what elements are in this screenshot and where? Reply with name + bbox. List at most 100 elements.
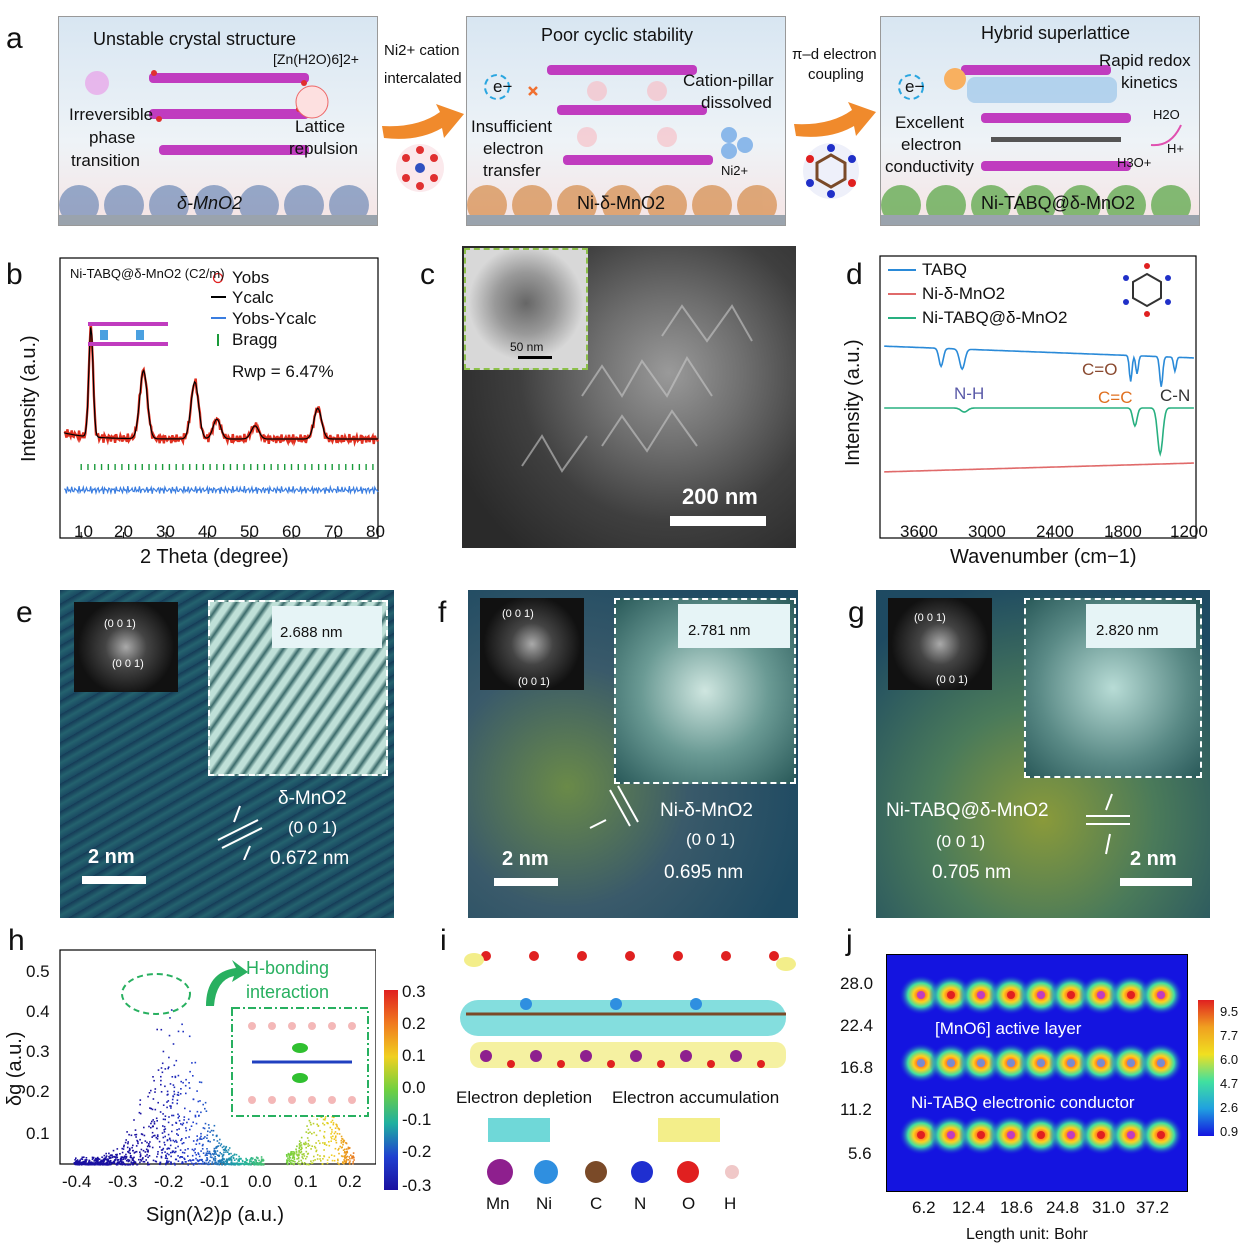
a3-h2o: H2O <box>1153 107 1180 122</box>
a-arrow-2 <box>794 102 876 137</box>
h-ytick: 0.1 <box>26 1124 50 1143</box>
a-arrow2-label-1: π–d electron <box>792 46 877 63</box>
b-xtick: 60 <box>282 522 301 541</box>
i-atom-c: C <box>590 1194 603 1213</box>
g-filtered-inset: 2.820 nm <box>1024 598 1202 778</box>
b-xtick: 40 <box>198 522 217 541</box>
a-scheme-panel-3: Hybrid superlattice e− Rapid redox kinet… <box>880 16 1200 226</box>
a-arrow1-label-2: intercalated <box>384 70 462 87</box>
g-fft-label-2: (0 0 1) <box>936 674 968 686</box>
a3-left-1: Excellent <box>895 113 964 132</box>
h-colorbar <box>384 990 398 1190</box>
panel-label-i: i <box>440 924 447 957</box>
h-ylabel: δg (a.u.) <box>4 1031 26 1107</box>
f-plane: (0 0 1) <box>686 830 736 849</box>
f-filtered-inset: 2.781 nm <box>614 598 796 784</box>
a3-base: Ni-TABQ@δ-MnO2 <box>981 193 1135 213</box>
panel-label-f: f <box>438 596 447 629</box>
d-ann-nh: N-H <box>954 384 985 403</box>
g-profile-box: 2.820 nm <box>1086 604 1196 648</box>
panel-label-e: e <box>16 596 33 629</box>
h-rdg-scatter <box>59 949 376 1166</box>
a-tabq-molecule-icon <box>803 143 859 199</box>
i-atom-legend <box>487 1159 739 1185</box>
g-profile-distance: 2.820 nm <box>1096 622 1159 639</box>
a-arrow1-label-1: Ni2+ cation <box>384 42 460 59</box>
b-yobs-series <box>63 322 380 447</box>
g-fft-inset: (0 0 1) (0 0 1) <box>888 598 992 690</box>
a3-title: Hybrid superlattice <box>981 23 1131 43</box>
h-ytick: 0.4 <box>26 1002 50 1021</box>
b-diff-series <box>64 484 379 496</box>
a3-e-label: e− <box>905 77 925 96</box>
e-hrtem-image: (0 0 1) (0 0 1) 2.688 nm δ-MnO2 (0 0 1) … <box>60 590 394 918</box>
c-sem-image: 50 nm 200 nm <box>462 246 796 548</box>
a-arrow2-label-2: coupling <box>808 66 864 83</box>
panel-label-c: c <box>420 258 435 291</box>
f-fft-label-2: (0 0 1) <box>518 676 550 688</box>
j-label-active-layer: [MnO6] active layer <box>935 1019 1082 1038</box>
h-xtick: -0.1 <box>200 1172 230 1191</box>
g-scale-bar <box>1120 878 1192 886</box>
panel-label-b: b <box>6 258 23 291</box>
a3-h3o: H3O+ <box>1117 155 1152 170</box>
a2-ni-label: Ni2+ <box>721 163 749 178</box>
h-xtick: -0.3 <box>108 1172 138 1191</box>
a1-right-1: Lattice <box>295 117 346 136</box>
j-ytick: 16.8 <box>840 1058 874 1077</box>
d-ftir-plot <box>879 255 1197 539</box>
f-profile-distance: 2.781 nm <box>688 622 751 639</box>
b-ylabel: Intensity (a.u.) <box>18 335 40 462</box>
a-scheme-panel-2: Poor cyclic stability e− Insufficient el… <box>466 16 786 226</box>
d-ylabel: Intensity (a.u.) <box>842 339 864 466</box>
h-xlabel: Sign(λ2)ρ (a.u.) <box>146 1204 285 1226</box>
j-xtick: 24.8 <box>1046 1198 1080 1217</box>
d-legend-ni: Ni-δ-MnO2 <box>922 284 1006 303</box>
b-legend-ycalc: Ycalc <box>232 288 274 307</box>
i-atom-ni: Ni <box>536 1194 553 1213</box>
h-cbar-tick: 0.2 <box>402 1014 426 1033</box>
i-charge-density-structure <box>460 951 796 1068</box>
b-bragg-ticks <box>80 464 374 470</box>
a1-zn-complex: [Zn(H2O)6]2+ <box>273 51 359 67</box>
f-fft-label-1: (0 0 1) <box>502 608 534 620</box>
e-scale-label: 2 nm <box>88 846 135 868</box>
f-scale-label: 2 nm <box>502 848 549 870</box>
h-xtick: -0.2 <box>154 1172 184 1191</box>
d-legend-hybrid: Ni-TABQ@δ-MnO2 <box>922 308 1068 327</box>
h-cbar-tick: 0.1 <box>402 1046 426 1065</box>
h-ytick: 0.2 <box>26 1082 50 1101</box>
g-material: Ni-TABQ@δ-MnO2 <box>886 800 1049 821</box>
j-xtick: 31.0 <box>1092 1198 1126 1217</box>
j-ytick: 22.4 <box>840 1016 874 1035</box>
i-atom-mn: Mn <box>486 1194 510 1213</box>
b-title: Ni-TABQ@δ-MnO2 (C2/m) <box>70 266 225 281</box>
e-fft-label-1: (0 0 1) <box>104 618 136 630</box>
a2-left-2: electron <box>483 139 544 158</box>
e-plane: (0 0 1) <box>288 818 338 837</box>
j-xlabel: Length unit: Bohr <box>966 1226 1088 1243</box>
j-ytick: 5.6 <box>848 1144 872 1163</box>
j-cbar-tick: 4.7 <box>1220 1076 1239 1091</box>
o-atom-icon <box>677 1161 699 1183</box>
b-xtick: 50 <box>240 522 259 541</box>
panel-label-g: g <box>848 596 865 629</box>
a1-right-2: repulsion <box>289 139 358 158</box>
i-atom-h: H <box>724 1194 737 1213</box>
c-inset-scale-bar <box>518 356 552 359</box>
h-xtick: 0.1 <box>294 1172 318 1191</box>
b-xlabel: 2 Theta (degree) <box>140 546 289 568</box>
n-atom-icon <box>631 1161 653 1183</box>
a-ni-complex-icon <box>396 144 444 192</box>
g-hrtem-image: (0 0 1) (0 0 1) 2.820 nm Ni-TABQ@δ-MnO2 … <box>876 590 1210 918</box>
b-legend-bragg: Bragg <box>232 330 278 349</box>
panel-label-d: d <box>846 258 863 291</box>
a2-base: Ni-δ-MnO2 <box>577 193 666 213</box>
a2-left-1: Insufficient <box>471 117 552 136</box>
f-profile-box: 2.781 nm <box>678 604 790 648</box>
j-label-conductor: Ni-TABQ electronic conductor <box>911 1093 1135 1112</box>
d-tabq-series <box>884 345 1194 387</box>
j-xtick: 6.2 <box>912 1198 936 1217</box>
panel-label-h: h <box>8 924 25 957</box>
e-d-spacing: 0.672 nm <box>270 848 350 869</box>
